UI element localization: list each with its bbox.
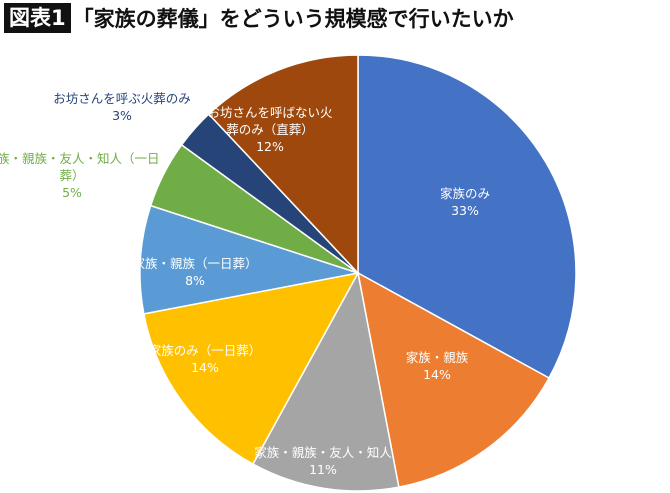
slice-label-line: 家族のみ [440,186,490,201]
slice-label: 家族・親族・友人・知人（一日葬） 5% [0,151,160,200]
pie-slice [142,271,360,466]
pie-slice [357,54,577,380]
slice-percent: 5% [62,185,82,200]
slice-label: 家族のみ（一日葬） 14% [149,343,262,375]
slice-label-line: 家族・親族 [406,350,469,365]
slice-label-line: お坊さんを呼ばない火 [207,105,333,120]
slice-label-line: お坊さんを呼ぶ火葬のみ [53,91,191,106]
slice-label-line: 家族・親族・友人・知人（一日 [0,151,160,166]
pie-slice [251,270,400,492]
title-text: 「家族の葬儀」をどういう規模感で行いたいか [72,7,514,31]
slice-label: 家族・親族・友人・知人 11% [254,445,392,477]
slice-label: 家族のみ 33% [440,186,490,218]
slice-percent: 14% [191,360,219,375]
chart-title: 図表1 「家族の葬儀」をどういう規模感で行いたいか [4,3,514,33]
slice-label-line: 葬） [59,168,84,183]
slice-label-line: 家族・親族・友人・知人 [254,445,392,460]
slice-percent: 33% [451,203,479,218]
slice-label-line: 家族・親族（一日葬） [132,256,257,271]
slice-percent: 11% [309,462,337,477]
slice-label: お坊さんを呼ぶ火葬のみ 3% [53,91,191,123]
slice-percent: 14% [423,367,451,382]
pie-slice [139,204,359,315]
pie-slice [207,54,359,275]
slice-label-line: 葬のみ（直葬） [226,122,314,137]
pie-slice [356,271,551,489]
slice-percent: 12% [256,139,284,154]
slice-label: 家族・親族（一日葬） 8% [132,256,257,288]
slice-label-line: 家族のみ（一日葬） [149,343,262,358]
slice-label: 家族・親族 14% [406,350,469,382]
slice-percent: 3% [112,108,132,123]
slice-percent: 8% [185,273,205,288]
figure-badge: 図表1 [4,3,71,33]
slice-label: お坊さんを呼ばない火葬のみ（直葬） 12% [207,105,333,154]
